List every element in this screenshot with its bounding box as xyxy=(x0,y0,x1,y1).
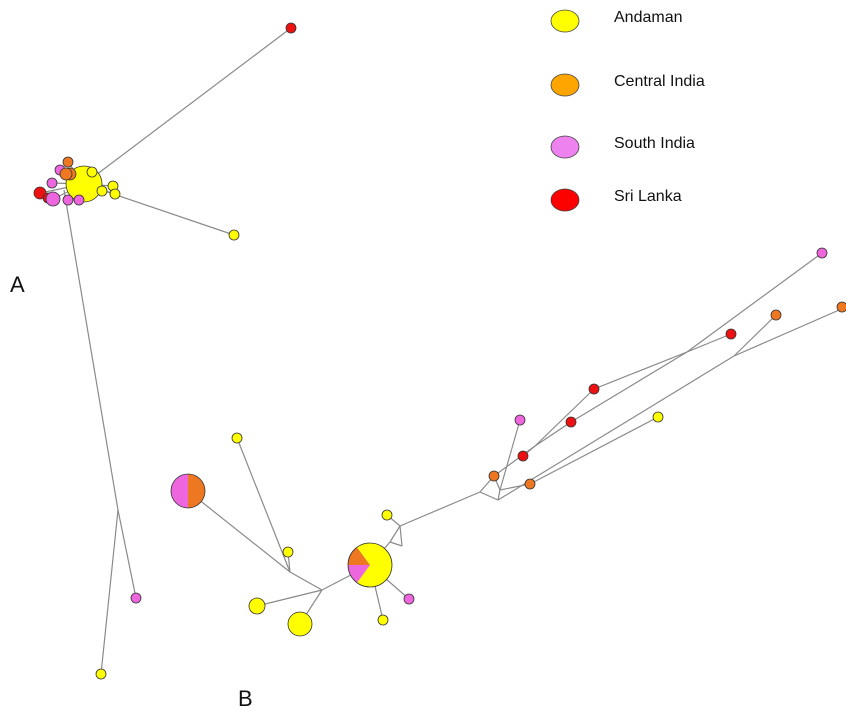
node-b-south xyxy=(816,247,828,259)
edge-b xyxy=(593,351,688,390)
legend-label-south-india: South India xyxy=(614,135,695,152)
edge-b xyxy=(399,525,403,547)
node-b-andaman xyxy=(231,432,243,444)
node-b-andaman xyxy=(377,614,389,626)
pie-slice xyxy=(188,474,205,508)
node-b-andaman xyxy=(248,597,266,615)
edge-b xyxy=(529,416,659,485)
edge-b xyxy=(570,351,688,423)
edge-a-long-trunk xyxy=(63,189,119,511)
node-a-sri-lanka-top xyxy=(285,22,297,34)
pie-outline xyxy=(170,473,206,509)
panel-label-b: B xyxy=(238,686,253,711)
edge-b xyxy=(733,314,777,357)
edge-b xyxy=(256,589,323,607)
node-b-central xyxy=(770,309,782,321)
node-b-hub-pie xyxy=(347,542,393,588)
pie-slice xyxy=(357,543,370,565)
node-b-andaman xyxy=(282,546,294,558)
legend-label-central-india: Central India xyxy=(614,73,705,90)
edge-b xyxy=(686,333,732,353)
edge-b xyxy=(733,306,846,357)
legend-label-sri-lanka: Sri Lanka xyxy=(614,188,682,205)
legend-swatch-central-india xyxy=(550,73,580,97)
edge-a-to-top-red xyxy=(83,27,292,185)
edge-a-to-pink xyxy=(117,509,137,599)
edge-b xyxy=(479,491,499,501)
node-a-andaman xyxy=(96,185,108,197)
node-b-south xyxy=(514,414,526,426)
edge-b xyxy=(686,252,823,353)
edge-b xyxy=(389,541,403,547)
node-a-central xyxy=(62,156,74,168)
node-a-south-lower xyxy=(130,592,142,604)
node-b-andaman xyxy=(381,509,393,521)
node-b-sri-lanka xyxy=(588,383,600,395)
node-b-andaman xyxy=(287,611,313,637)
node-a-south xyxy=(62,194,74,206)
node-b-andaman xyxy=(652,411,664,423)
node-b-sri-lanka xyxy=(517,450,529,462)
edge-b-left xyxy=(187,490,291,573)
edge-b xyxy=(497,489,501,501)
pie-outline xyxy=(347,542,393,588)
pie-slice xyxy=(171,474,188,508)
edge-b xyxy=(499,419,521,491)
node-b-south xyxy=(403,593,415,605)
node-b-sri-lanka xyxy=(565,416,577,428)
legend-swatch-andaman xyxy=(550,9,580,33)
node-a-andaman-bottom xyxy=(95,668,107,680)
node-b-central xyxy=(524,478,536,490)
node-a-south xyxy=(45,191,61,207)
edge-b xyxy=(497,355,735,501)
edge-b xyxy=(534,388,595,447)
legend-label-andaman: Andaman xyxy=(614,9,683,26)
node-a-central xyxy=(59,167,73,181)
pie-slice xyxy=(357,543,392,587)
node-a-andaman xyxy=(86,166,98,178)
edge-b-trunk xyxy=(399,491,481,527)
legend-swatch-sri-lanka xyxy=(550,188,580,212)
edge-b xyxy=(289,571,323,591)
legend-swatches xyxy=(550,9,580,212)
edge-b xyxy=(534,421,572,447)
legend-swatch-south-india xyxy=(550,135,580,159)
network-nodes xyxy=(33,22,846,680)
node-a-south xyxy=(73,194,85,206)
edge-b xyxy=(389,525,401,543)
node-b-central xyxy=(836,301,846,313)
pie-slice xyxy=(348,547,370,565)
node-b-mixed-large xyxy=(170,473,206,509)
edge-a-to-bottom-yellow xyxy=(100,509,119,675)
node-a-south xyxy=(46,177,58,189)
network-edges xyxy=(39,27,846,675)
node-a-andaman xyxy=(109,188,121,200)
pie-slice xyxy=(347,565,370,583)
node-a-andaman-right xyxy=(228,229,240,241)
panel-label-a: A xyxy=(10,272,25,297)
edge-b xyxy=(236,437,291,573)
node-b-sri-lanka xyxy=(725,328,737,340)
node-b-central xyxy=(488,470,500,482)
